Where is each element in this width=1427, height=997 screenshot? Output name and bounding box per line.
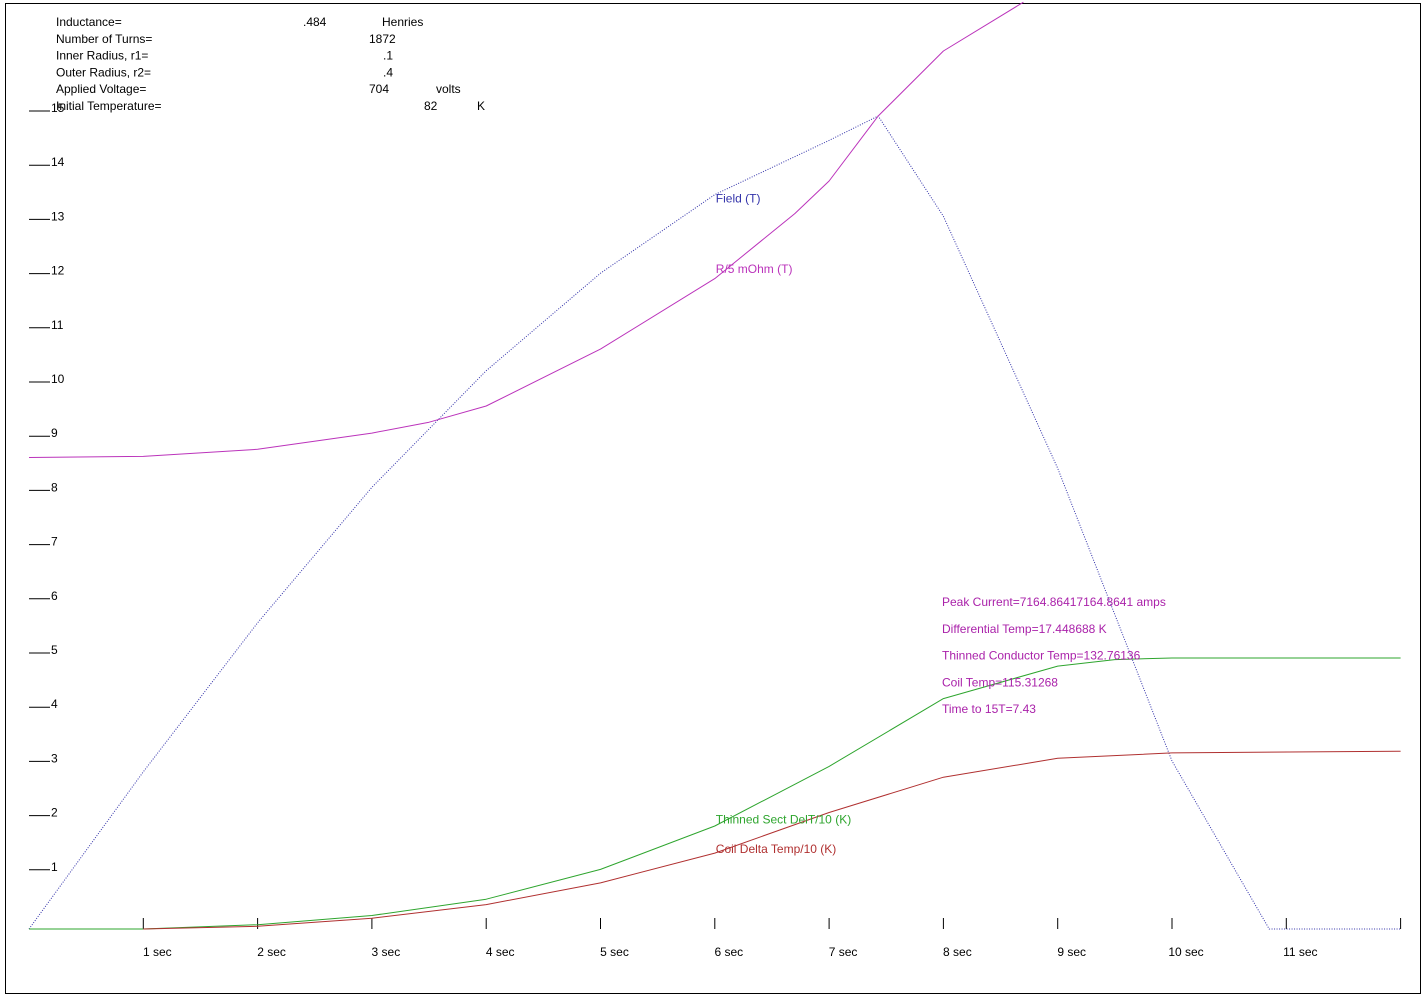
x-tick-label: 4 sec (486, 945, 515, 959)
param-value: .484 (303, 15, 327, 29)
param-label: Number of Turns= (56, 32, 152, 46)
y-tick-label: 6 (51, 589, 58, 603)
x-tick-label: 10 sec (1168, 945, 1203, 959)
param-value: 1872 (369, 32, 396, 46)
y-tick-label: 5 (51, 643, 58, 657)
series-line (28, 115, 1401, 930)
result-text: Coil Temp=115.31268 (942, 675, 1058, 689)
series-label: R/5 mOhm (T) (716, 262, 793, 276)
y-tick-label: 1 (51, 860, 58, 874)
results-panel: Peak Current=7164.86417164.8641 amps Diff… (942, 595, 1166, 716)
param-label: Initial Temperature= (56, 99, 162, 113)
y-tick-label: 14 (51, 155, 65, 169)
x-tick-label: 3 sec (372, 945, 401, 959)
result-text: Peak Current=7164.86417164.8641 amps (942, 595, 1166, 609)
param-label: Inductance= (56, 15, 122, 29)
x-tick-label: 7 sec (829, 945, 858, 959)
y-tick-label: 2 (51, 806, 58, 820)
y-tick-label: 11 (51, 318, 64, 332)
series-label: Coil Delta Temp/10 (K) (716, 842, 837, 856)
param-label: Outer Radius, r2= (56, 65, 151, 79)
result-text: Time to 15T=7.43 (942, 702, 1036, 716)
y-tick-label: 3 (51, 751, 58, 765)
y-tick-label: 15 (51, 101, 65, 115)
y-tick-label: 8 (51, 480, 58, 494)
x-tick-label: 8 sec (943, 945, 972, 959)
x-tick-label: 9 sec (1057, 945, 1086, 959)
x-tick-label: 5 sec (600, 945, 629, 959)
result-text: Differential Temp=17.448688 K (942, 622, 1107, 636)
param-value: 704 (369, 82, 389, 96)
parameter-panel: Inductance= .484 Henries Number of Turns= 18… (56, 15, 485, 113)
series-line (143, 750, 1401, 930)
series-label: Thinned Sect DelT/10 (K) (716, 812, 851, 826)
param-label: Inner Radius, r1= (56, 49, 148, 63)
y-tick-label: 12 (51, 264, 65, 278)
param-label: Applied Voltage= (56, 82, 146, 96)
y-tick-label: 9 (51, 426, 58, 440)
x-tick-label: 1 sec (143, 945, 172, 959)
y-tick-label: 4 (51, 697, 58, 711)
param-unit: K (477, 99, 485, 113)
y-tick-label: 7 (51, 535, 58, 549)
x-tick-label: 11 sec (1283, 945, 1317, 959)
param-value: .4 (383, 65, 393, 79)
plot-frame (5, 3, 1421, 994)
x-tick-label: 2 sec (257, 945, 286, 959)
series-label: Field (T) (716, 192, 761, 206)
x-axis: 1 sec 2 sec 3 sec 4 sec 5 sec 6 sec 7 sec 8 sec… (142, 918, 1402, 959)
param-unit: volts (436, 82, 461, 96)
param-unit: Henries (382, 15, 423, 29)
y-tick-label: 13 (51, 209, 65, 223)
y-tick-label: 10 (51, 372, 65, 386)
series-lines (28, 1, 1401, 930)
series-line (29, 657, 1401, 930)
param-value: .1 (383, 49, 393, 63)
x-tick-label: 6 sec (714, 945, 743, 959)
param-value: 82 (424, 99, 438, 113)
result-text: Thinned Conductor Temp=132.76136 (942, 649, 1141, 663)
series-labels: Field (T) R/5 mOhm (T) Thinned Sect DelT/1… (716, 192, 851, 856)
series-line (28, 1, 1024, 458)
